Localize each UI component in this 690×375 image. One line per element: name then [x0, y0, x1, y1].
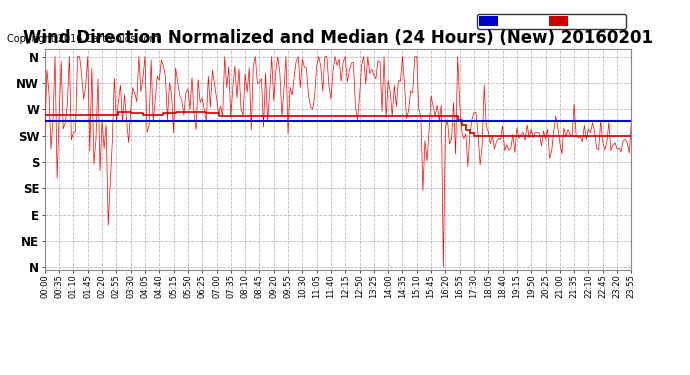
Text: Copyright 2016 Cartronics.com: Copyright 2016 Cartronics.com	[7, 34, 159, 44]
Title: Wind Direction Normalized and Median (24 Hours) (New) 20160201: Wind Direction Normalized and Median (24…	[23, 29, 653, 47]
Legend: Average, Direction: Average, Direction	[477, 14, 626, 28]
